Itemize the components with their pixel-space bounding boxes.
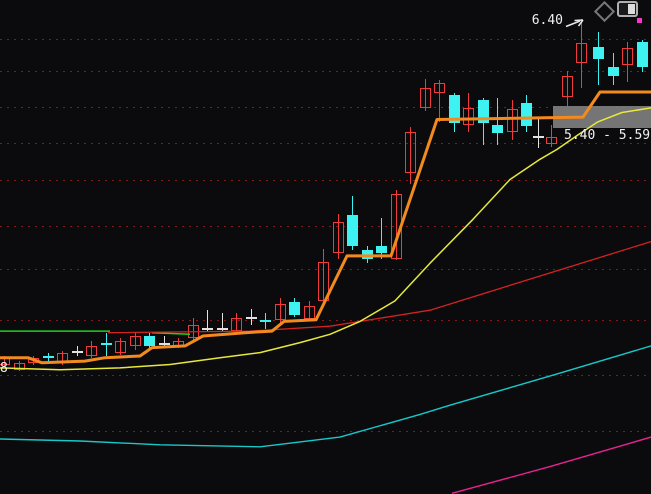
cost-line-orange <box>0 90 651 365</box>
candle-wick <box>207 310 208 331</box>
candle-wick <box>323 249 324 306</box>
candle-body[interactable] <box>637 42 648 67</box>
price-gridline <box>0 375 651 376</box>
candle-wick <box>396 190 397 260</box>
candle-body[interactable] <box>405 132 416 173</box>
magenta-marker-icon <box>637 18 642 23</box>
zone-price-range-label: 5.40 - 5.59 <box>564 128 651 143</box>
candle-wick <box>538 119 539 148</box>
price-gridline <box>0 71 651 72</box>
price-gridline <box>0 320 651 321</box>
candle-body[interactable] <box>434 83 445 93</box>
candle-body[interactable] <box>318 262 329 301</box>
window-panel-icon[interactable] <box>617 1 638 17</box>
price-gridline <box>0 269 651 270</box>
candle-body[interactable] <box>246 317 257 319</box>
candle-wick <box>497 98 498 145</box>
candle-body[interactable] <box>14 363 25 370</box>
left-edge-cropped-price-label: 8 <box>0 361 8 376</box>
candle-body[interactable] <box>562 76 573 97</box>
candle-body[interactable] <box>521 103 532 126</box>
candle-body[interactable] <box>43 356 54 358</box>
candle-body[interactable] <box>289 302 300 315</box>
candle-body[interactable] <box>231 318 242 331</box>
candle-wick <box>193 318 194 342</box>
candle-wick <box>164 336 165 348</box>
candle-wick <box>135 333 136 350</box>
candle-wick <box>338 214 339 259</box>
candle-body[interactable] <box>260 320 271 322</box>
candle-wick <box>48 353 49 363</box>
price-gridline <box>0 39 651 40</box>
candle-body[interactable] <box>72 351 83 353</box>
candle-wick <box>468 93 469 132</box>
candle-body[interactable] <box>492 125 503 133</box>
candle-wick <box>410 127 411 184</box>
ma-yellow <box>0 107 651 371</box>
price-gridline <box>0 180 651 181</box>
candle-body[interactable] <box>546 137 557 144</box>
candle-body[interactable] <box>420 88 431 108</box>
price-gridline <box>0 226 651 227</box>
candle-body[interactable] <box>608 67 619 76</box>
candle-body[interactable] <box>144 336 155 346</box>
high-price-label: 6.40 <box>531 13 563 28</box>
candle-wick <box>236 313 237 332</box>
candle-body[interactable] <box>159 343 170 345</box>
candle-body[interactable] <box>622 48 633 65</box>
candle-wick <box>178 338 179 348</box>
candle-wick <box>627 42 628 82</box>
candle-wick <box>4 356 5 366</box>
candle-wick <box>381 218 382 259</box>
candle-body[interactable] <box>507 109 518 132</box>
price-gridline <box>0 107 651 108</box>
candle-body[interactable] <box>304 306 315 319</box>
candle-body[interactable] <box>217 328 228 330</box>
candle-body[interactable] <box>275 304 286 320</box>
candle-body[interactable] <box>576 43 587 63</box>
candle-body[interactable] <box>202 328 213 330</box>
candle-wick <box>62 351 63 365</box>
ma-magenta <box>451 436 651 494</box>
candle-wick <box>567 71 568 106</box>
candle-body[interactable] <box>333 222 344 253</box>
ma-cyan <box>0 345 651 448</box>
candle-body[interactable] <box>593 47 604 59</box>
candle-wick <box>439 80 440 122</box>
candle-wick <box>222 313 223 331</box>
candle-wick <box>551 125 552 147</box>
ma-red <box>107 240 651 334</box>
candle-body[interactable] <box>533 136 544 138</box>
candle-wick <box>581 19 582 88</box>
candle-body[interactable] <box>101 343 112 345</box>
candle-body[interactable] <box>130 336 141 346</box>
window-pane-glyph <box>628 4 635 14</box>
candle-wick <box>91 341 92 358</box>
price-gridline <box>0 431 651 432</box>
candle-body[interactable] <box>347 215 358 246</box>
candle-wick <box>512 100 513 140</box>
price-gridline <box>0 143 651 144</box>
candle-body[interactable] <box>478 100 489 123</box>
candle-wick <box>309 301 310 320</box>
candle-wick <box>280 298 281 323</box>
ma-green-flat-2 <box>151 331 191 336</box>
candle-wick <box>19 361 20 371</box>
candle-body[interactable] <box>115 341 126 353</box>
candle-body[interactable] <box>86 346 97 356</box>
candle-wick <box>425 79 426 111</box>
candle-wick <box>120 338 121 355</box>
candle-body[interactable] <box>463 108 474 125</box>
candle-body[interactable] <box>376 246 387 253</box>
candle-body[interactable] <box>449 95 460 123</box>
